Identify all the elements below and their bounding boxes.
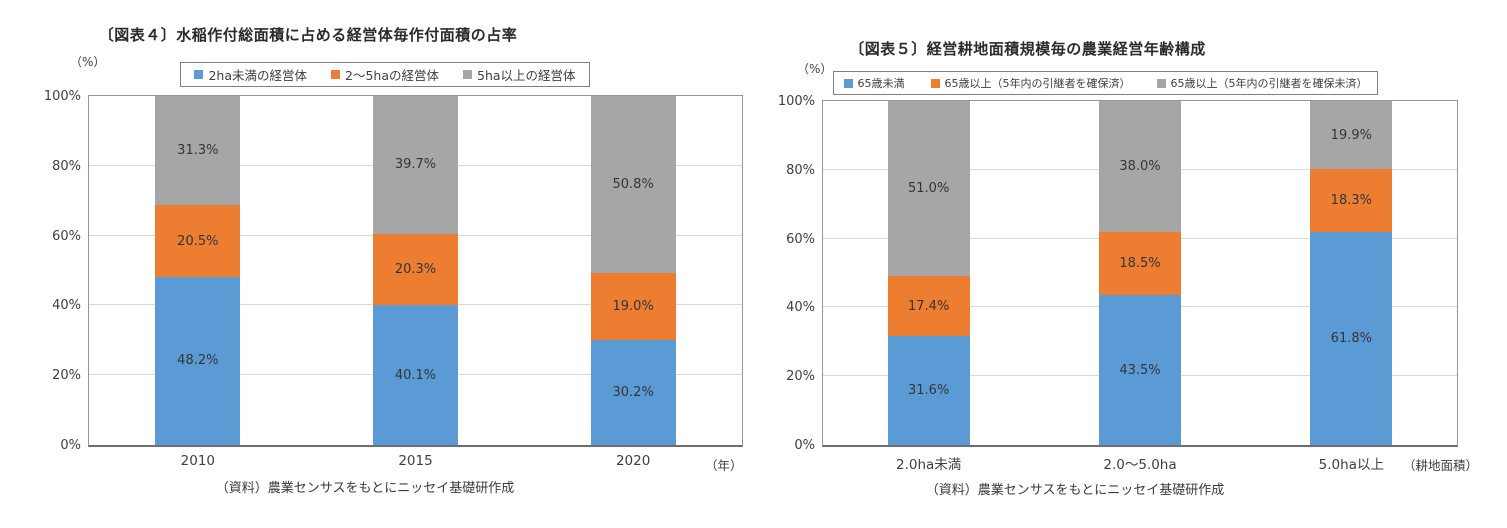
y-tick-label: 20% bbox=[52, 368, 81, 384]
bar-segment: 30.2% bbox=[590, 339, 676, 445]
y-axis-unit-label: （%） bbox=[70, 55, 106, 69]
y-axis-unit-label: （%） bbox=[797, 62, 833, 76]
x-tick-label: 2015 bbox=[398, 453, 433, 469]
source-note: （資料）農業センサスをもとにニッセイ基礎研作成 bbox=[925, 483, 1225, 498]
legend-label: 2～5haの経営体 bbox=[345, 68, 439, 83]
legend-label: 65歳未満 bbox=[857, 77, 905, 90]
bar-value-label: 19.9% bbox=[1330, 127, 1372, 143]
bar-segment: 19.9% bbox=[1310, 101, 1393, 170]
bar-value-label: 39.7% bbox=[394, 157, 437, 173]
legend-swatch-blue-icon bbox=[843, 78, 853, 88]
x-tick-label: 2.0ha未満 bbox=[896, 457, 962, 473]
y-tick-label: 60% bbox=[52, 228, 81, 244]
bar-segment: 43.5% bbox=[1099, 295, 1181, 445]
plot-area: 0% 20% 40% 60% 80% 100% 31.6% 17.4% 51.0% 2.0ha未満… bbox=[778, 94, 1458, 473]
bar-segment: 19.0% bbox=[590, 273, 676, 340]
legend-item: 65歳以上（5年内の引継者を確保済） bbox=[930, 75, 1131, 91]
bar-value-label: 17.4% bbox=[908, 298, 950, 314]
y-tick-label: 100% bbox=[777, 94, 815, 109]
bar-value-label: 18.3% bbox=[1330, 193, 1372, 209]
legend-swatch-orange-icon bbox=[930, 78, 940, 88]
bar-value-label: 18.5% bbox=[1119, 256, 1161, 272]
legend-item: 2～5haの経営体 bbox=[331, 65, 439, 84]
x-tick-label: 5.0ha以上 bbox=[1318, 457, 1384, 473]
legend-swatch-blue-icon bbox=[194, 70, 204, 79]
y-tick-label: 100% bbox=[43, 89, 81, 104]
bar-value-label: 38.0% bbox=[1119, 158, 1161, 174]
y-tick-label: 0% bbox=[60, 438, 81, 453]
bar-segment: 38.0% bbox=[1099, 101, 1181, 232]
bar-segment: 20.5% bbox=[155, 205, 241, 277]
bar-segment: 18.5% bbox=[1099, 231, 1181, 296]
bar-value-label: 50.8% bbox=[612, 177, 654, 193]
bar-segment: 61.8% bbox=[1310, 232, 1393, 445]
legend-label: 65歳以上（5年内の引継者を確保済） bbox=[944, 77, 1131, 90]
legend-label: 2ha未満の経営体 bbox=[208, 68, 307, 83]
legend-swatch-gray-icon bbox=[463, 70, 472, 79]
bar-segment: 48.2% bbox=[155, 276, 241, 445]
x-axis-unit-label: （年） bbox=[705, 458, 743, 473]
x-tick-label: 2010 bbox=[180, 453, 215, 469]
chart-figure4: 〔図表４〕水稲作付総面積に占める経営体毎作付面積の占率 （%） 2ha未満の経営… bbox=[44, 26, 743, 496]
bar-value-label: 31.3% bbox=[177, 143, 219, 159]
legend-swatch-orange-icon bbox=[331, 70, 340, 79]
bar-value-label: 30.2% bbox=[612, 384, 654, 400]
legend-label: 65歳以上（5年内の引継者を確保未済） bbox=[1170, 77, 1368, 90]
bar-value-label: 19.0% bbox=[612, 298, 654, 314]
y-tick-label: 80% bbox=[786, 162, 815, 178]
legend-item: 2ha未満の経営体 bbox=[194, 65, 307, 84]
y-tick-label: 40% bbox=[52, 298, 81, 314]
bar-segment: 39.7% bbox=[373, 95, 458, 235]
y-tick-label: 80% bbox=[52, 158, 81, 174]
bar-segment: 50.8% bbox=[590, 96, 676, 274]
y-tick-label: 20% bbox=[786, 369, 815, 385]
chart-title: 〔図表４〕水稲作付総面積に占める経営体毎作付面積の占率 bbox=[98, 26, 518, 44]
bar-segment: 31.3% bbox=[155, 96, 241, 206]
y-tick-label: 0% bbox=[794, 438, 815, 453]
bar-value-label: 20.3% bbox=[394, 262, 437, 278]
chart-figure5: 〔図表５〕経営耕地面積規模毎の農業経営年齢構成 （%） 65歳未満 65歳以上（… bbox=[755, 0, 1507, 528]
x-axis-unit-label: （耕地面積） bbox=[1403, 458, 1479, 473]
bar-segment: 20.3% bbox=[373, 234, 458, 306]
source-note: （資料）農業センサスをもとにニッセイ基礎研作成 bbox=[215, 481, 515, 496]
bar-value-label: 40.1% bbox=[394, 367, 437, 383]
y-tick-label: 40% bbox=[786, 300, 815, 316]
plot-area: 0% 20% 40% 60% 80% 100% 48.2% 20.5% 31.3% 2010 40.… bbox=[44, 89, 743, 469]
bar-segment: 51.0% bbox=[887, 101, 970, 277]
x-tick-label: 2020 bbox=[615, 453, 651, 469]
bar-segment: 18.3% bbox=[1310, 169, 1393, 233]
legend: 2ha未満の経営体 2～5haの経営体 5ha以上の経営体 bbox=[180, 62, 590, 87]
bar-value-label: 51.0% bbox=[908, 181, 950, 197]
legend-item: 5ha以上の経営体 bbox=[463, 65, 576, 84]
bar-value-label: 48.2% bbox=[177, 353, 219, 369]
legend: 65歳未満 65歳以上（5年内の引継者を確保済） 65歳以上（5年内の引継者を確… bbox=[833, 71, 1378, 95]
legend-item: 65歳未満 bbox=[843, 75, 905, 91]
legend-label: 5ha以上の経営体 bbox=[477, 68, 576, 83]
bar-segment: 31.6% bbox=[887, 336, 970, 445]
bar-value-label: 43.5% bbox=[1119, 362, 1161, 378]
x-tick-label: 2.0～5.0ha bbox=[1103, 457, 1177, 473]
legend-swatch-gray-icon bbox=[1156, 78, 1166, 88]
bar-segment: 40.1% bbox=[373, 305, 458, 445]
bar-segment: 17.4% bbox=[887, 276, 970, 337]
legend-item: 65歳以上（5年内の引継者を確保未済） bbox=[1156, 75, 1368, 91]
bar-value-label: 31.6% bbox=[908, 383, 950, 399]
y-tick-label: 60% bbox=[786, 231, 815, 247]
bar-value-label: 61.8% bbox=[1330, 331, 1372, 347]
bar-value-label: 20.5% bbox=[177, 233, 219, 249]
chart-title: 〔図表５〕経営耕地面積規模毎の農業経営年齢構成 bbox=[849, 40, 1206, 58]
